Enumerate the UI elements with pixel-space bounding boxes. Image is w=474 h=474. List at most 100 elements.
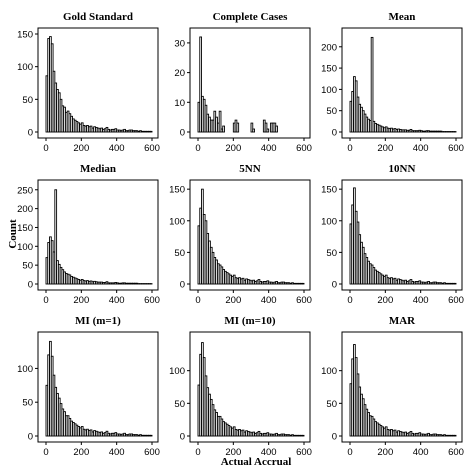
x-tick-label: 600 xyxy=(144,295,160,306)
histogram-bar xyxy=(301,434,305,437)
y-tick-label: 0 xyxy=(332,128,337,139)
x-tick-label: 0 xyxy=(195,447,200,458)
histogram-bar xyxy=(275,125,278,133)
y-tick-label: 150 xyxy=(169,185,185,196)
panel-title: Mean xyxy=(389,11,416,23)
y-tick-label: 50 xyxy=(326,399,337,410)
x-tick-label: 600 xyxy=(296,143,312,154)
plot-frame xyxy=(37,27,159,139)
x-tick-label: 0 xyxy=(43,295,48,306)
y-tick-label: 20 xyxy=(174,68,185,79)
x-tick-label: 200 xyxy=(225,143,241,154)
y-tick-label: 100 xyxy=(169,366,185,377)
panel-title: 10NN xyxy=(389,163,416,175)
histogram-bar xyxy=(301,282,305,285)
histogram-bar xyxy=(222,125,225,133)
x-tick-label: 600 xyxy=(448,143,464,154)
histogram-bar xyxy=(236,122,240,133)
x-tick-label: 400 xyxy=(261,295,277,306)
x-tick-label: 0 xyxy=(195,143,200,154)
y-tick-label: 30 xyxy=(174,38,185,49)
plot-frame xyxy=(189,179,311,291)
y-tick-label: 150 xyxy=(321,64,337,75)
x-tick-label: 200 xyxy=(225,295,241,306)
histogram-bar xyxy=(149,434,153,437)
y-tick-label: 50 xyxy=(174,248,185,259)
x-tick-label: 400 xyxy=(109,295,125,306)
y-tick-label: 50 xyxy=(22,261,33,272)
histogram-bar xyxy=(149,130,153,133)
x-tick-label: 400 xyxy=(261,143,277,154)
y-tick-label: 50 xyxy=(326,106,337,117)
histogram-bar xyxy=(453,282,457,285)
y-tick-label: 0 xyxy=(332,280,337,291)
y-tick-label: 50 xyxy=(174,399,185,410)
panel-5nn: 5NN 0 200 400 600 0 50 100 150 xyxy=(169,163,312,306)
y-tick-label: 0 xyxy=(180,280,185,291)
y-tick-label: 150 xyxy=(321,185,337,196)
panel-median: Median 0 200 400 600 0 50 100 150 200 250 xyxy=(17,163,160,306)
histogram-bar xyxy=(264,122,268,133)
histogram-bar xyxy=(266,128,270,133)
x-tick-label: 0 xyxy=(43,447,48,458)
x-tick-label: 600 xyxy=(296,295,312,306)
histogram-bar xyxy=(54,189,58,285)
y-tick-label: 100 xyxy=(321,216,337,227)
x-tick-label: 0 xyxy=(347,447,352,458)
histogram-bar xyxy=(199,36,202,133)
x-tick-label: 200 xyxy=(73,295,89,306)
y-tick-label: 150 xyxy=(17,223,33,234)
x-tick-label: 200 xyxy=(377,143,393,154)
y-tick-label: 50 xyxy=(22,398,33,409)
plot-frame xyxy=(189,27,311,139)
y-tick-label: 0 xyxy=(28,128,33,139)
y-axis-label: Count xyxy=(7,219,19,249)
panel-mi-m-10: MI (m=10) 0 200 400 600 0 50 100 xyxy=(169,315,312,458)
x-tick-label: 0 xyxy=(347,143,352,154)
plot-frame xyxy=(189,331,311,443)
panel-title: Median xyxy=(80,163,116,175)
histogram-bar xyxy=(250,122,254,133)
x-tick-label: 600 xyxy=(448,447,464,458)
y-tick-label: 0 xyxy=(28,280,33,291)
plot-frame xyxy=(37,331,159,443)
y-tick-label: 50 xyxy=(22,95,33,106)
y-tick-label: 100 xyxy=(321,85,337,96)
x-tick-label: 400 xyxy=(413,143,429,154)
histogram-bar xyxy=(453,434,457,437)
x-tick-label: 200 xyxy=(377,295,393,306)
y-tick-label: 100 xyxy=(17,242,33,253)
plot-frame xyxy=(37,179,159,291)
y-tick-label: 50 xyxy=(326,248,337,259)
x-tick-label: 400 xyxy=(413,447,429,458)
y-tick-label: 100 xyxy=(17,62,33,73)
y-tick-label: 250 xyxy=(17,185,33,196)
panel-title: MI (m=1) xyxy=(75,315,121,327)
y-tick-label: 10 xyxy=(174,98,185,109)
histogram-bar xyxy=(218,110,222,133)
x-tick-label: 400 xyxy=(109,447,125,458)
y-tick-label: 200 xyxy=(17,204,33,215)
panel-title: MAR xyxy=(389,315,416,327)
x-tick-label: 0 xyxy=(195,295,200,306)
y-tick-label: 100 xyxy=(17,364,33,375)
x-axis-label: Actual Accrual xyxy=(221,456,292,468)
panel-mar: MAR 0 200 400 600 0 50 100 xyxy=(321,315,464,458)
panel-gold-standard: Gold Standard 0 200 400 600 0 50 100 150 xyxy=(17,11,160,154)
x-tick-label: 400 xyxy=(413,295,429,306)
y-tick-label: 0 xyxy=(180,432,185,443)
x-tick-label: 200 xyxy=(73,143,89,154)
x-tick-label: 600 xyxy=(144,447,160,458)
x-tick-label: 600 xyxy=(296,447,312,458)
x-tick-label: 400 xyxy=(261,447,277,458)
panel-title: Complete Cases xyxy=(213,11,289,23)
y-tick-label: 0 xyxy=(180,128,185,139)
histogram-bar xyxy=(370,36,374,133)
panel-complete-cases: Complete Cases 0 200 400 600 0 10 20 30 xyxy=(174,11,312,154)
panel-mean: Mean 0 200 400 600 0 50 100 150 200 xyxy=(321,11,464,154)
x-tick-label: 0 xyxy=(347,295,352,306)
plot-frame xyxy=(341,179,463,291)
plot-frame xyxy=(341,331,463,443)
y-tick-label: 100 xyxy=(169,216,185,227)
